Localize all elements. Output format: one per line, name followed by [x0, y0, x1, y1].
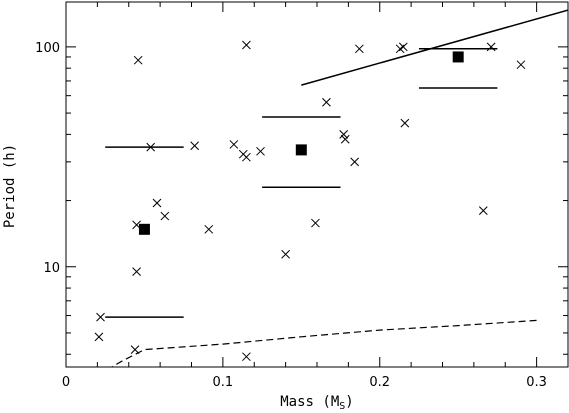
square-marker: [295, 144, 307, 156]
x-tick-label: 0.1: [213, 375, 234, 390]
cross-stroke: [478, 206, 488, 215]
x-axis-title: Mass (MS): [280, 394, 353, 412]
cross-marker: [242, 152, 251, 162]
y-tick-label: 10: [43, 261, 60, 276]
cross-marker: [322, 97, 331, 107]
cross-marker: [478, 206, 488, 215]
cross-stroke: [94, 332, 104, 342]
cross-marker: [160, 211, 170, 221]
cross-stroke: [130, 345, 140, 354]
cross-stroke: [229, 140, 239, 149]
cross-marker: [94, 332, 104, 342]
cross-stroke: [281, 249, 290, 259]
x-axis-title-main: Mass (M: [280, 394, 339, 410]
cross-marker: [190, 141, 199, 151]
cross-stroke: [486, 42, 496, 52]
cross-stroke: [190, 141, 199, 151]
cross-stroke: [242, 352, 251, 362]
cross-marker: [256, 146, 265, 156]
cross-marker: [96, 312, 105, 322]
cross-stroke: [132, 220, 141, 230]
cross-stroke: [204, 224, 214, 234]
cross-stroke: [340, 134, 350, 144]
cross-stroke: [133, 55, 143, 65]
cross-marker: [311, 218, 320, 228]
x-axis-title-close: ): [345, 394, 353, 410]
x-tick-label: 0.3: [526, 375, 547, 390]
square-marker: [138, 223, 150, 235]
cross-stroke: [355, 44, 364, 54]
cross-marker: [486, 42, 496, 52]
cross-marker: [132, 267, 141, 277]
cross-marker: [242, 352, 251, 362]
cross-marker: [130, 345, 140, 354]
data-layer: [94, 9, 568, 367]
cross-stroke: [132, 267, 141, 277]
x-tick-label: 0: [62, 375, 70, 390]
cross-stroke: [146, 142, 156, 152]
solid-limit-line: [301, 9, 568, 86]
cross-stroke: [96, 312, 105, 322]
cross-stroke: [152, 198, 162, 208]
cross-marker: [242, 40, 251, 50]
cross-stroke: [160, 211, 170, 221]
cross-marker: [229, 140, 239, 149]
cross-marker: [281, 249, 290, 259]
cross-stroke: [400, 118, 410, 128]
cross-stroke: [322, 97, 331, 107]
cross-marker: [340, 134, 350, 144]
cross-stroke: [256, 146, 265, 156]
cross-marker: [133, 55, 143, 65]
cross-stroke: [398, 42, 408, 52]
x-tick-label: 0.2: [369, 375, 390, 390]
square-marker: [452, 51, 464, 63]
cross-marker: [146, 142, 156, 152]
cross-marker: [516, 60, 526, 70]
cross-stroke: [339, 130, 349, 139]
cross-marker: [355, 44, 364, 54]
cross-stroke: [242, 152, 251, 162]
cross-marker: [204, 224, 214, 234]
cross-stroke: [350, 157, 360, 167]
cross-stroke: [516, 60, 526, 70]
x-axis-title-subscript: S: [339, 401, 345, 412]
cross-marker: [398, 42, 408, 52]
cross-marker: [339, 130, 349, 139]
cross-stroke: [242, 40, 251, 50]
cross-marker: [152, 198, 162, 208]
axes-layer: 0 0.1 0.2 0.3 10 100: [35, 1, 569, 390]
dashed-limit-line: [110, 319, 537, 367]
y-axis-title: Period (h): [2, 144, 18, 228]
cross-marker: [350, 157, 360, 167]
y-tick-label: 100: [35, 41, 60, 56]
cross-marker: [400, 118, 410, 128]
cross-stroke: [311, 218, 320, 228]
